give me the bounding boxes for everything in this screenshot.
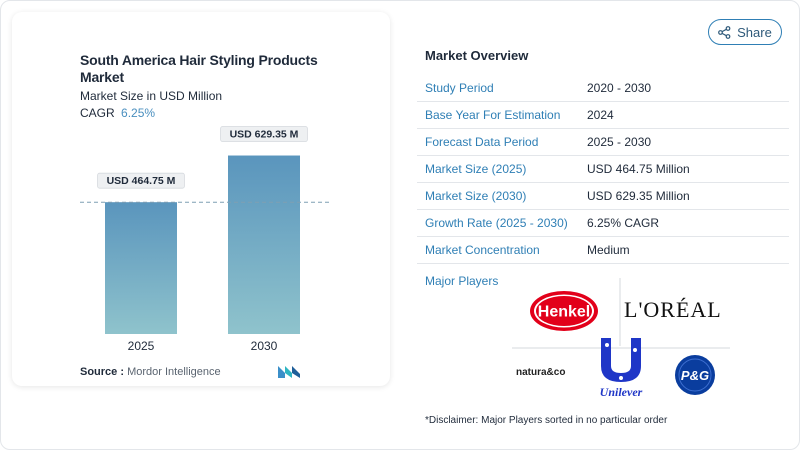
overview-row: Growth Rate (2025 - 2030) 6.25% CAGR	[417, 210, 789, 237]
natura-logo: natura&co	[516, 367, 566, 378]
row-value-forecast-period: 2025 - 2030	[587, 135, 652, 149]
chart-title: South America Hair Styling Products Mark…	[80, 52, 318, 85]
row-value-study-period: 2020 - 2030	[587, 81, 652, 95]
cagr-value: 6.25%	[121, 106, 156, 120]
mordor-logo-icon	[278, 366, 300, 378]
row-label-market-size-2030: Market Size (2030)	[425, 189, 527, 203]
bar-2025	[105, 202, 177, 334]
chart-card	[12, 12, 390, 386]
source-label: Source :	[80, 366, 125, 378]
share-label: Share	[737, 24, 772, 40]
overview-table: Study Period 2020 - 2030 Base Year For E…	[417, 75, 789, 264]
unilever-logo-text: Unilever	[600, 385, 643, 399]
henkel-logo-icon: Henkel	[530, 291, 598, 331]
overview-row: Base Year For Estimation 2024	[417, 102, 789, 129]
major-players-label: Major Players	[425, 274, 499, 288]
row-label-base-year: Base Year For Estimation	[425, 108, 561, 122]
loreal-logo: L'ORÉAL	[624, 297, 722, 322]
share-button[interactable]: Share	[708, 19, 782, 45]
cagr-label: CAGR	[80, 106, 115, 120]
overview-row: Market Size (2030) USD 629.35 Million	[417, 183, 789, 210]
x-tick-2025: 2025	[128, 339, 155, 353]
row-label-market-size-2025: Market Size (2025)	[425, 162, 527, 176]
row-value-market-size-2030: USD 629.35 Million	[587, 189, 690, 203]
overview-row: Market Concentration Medium	[417, 237, 789, 264]
overview-row: Forecast Data Period 2025 - 2030	[417, 129, 789, 156]
pg-logo-text: P&G	[681, 368, 709, 383]
x-tick-2030: 2030	[251, 339, 278, 353]
pg-logo-icon: P&G	[675, 355, 715, 395]
row-label-study-period: Study Period	[425, 81, 494, 95]
cagr-line: CAGR 6.25%	[80, 106, 155, 120]
row-value-market-concentration: Medium	[587, 243, 630, 257]
share-icon	[718, 25, 731, 39]
row-value-growth-rate: 6.25% CAGR	[587, 216, 660, 230]
unilever-logo-icon: Unilever	[600, 338, 643, 399]
svg-text:USD 629.35 M: USD 629.35 M	[230, 129, 299, 141]
row-value-base-year: 2024	[587, 108, 614, 122]
bar-chart: USD 464.75 M USD 629.35 M 2025 2030	[80, 126, 330, 353]
overview-row: Market Size (2025) USD 464.75 Million	[417, 156, 789, 183]
players-grid	[512, 278, 730, 349]
row-label-forecast-period: Forecast Data Period	[425, 135, 539, 149]
overview-row: Study Period 2020 - 2030	[417, 75, 789, 102]
overview-title: Market Overview	[425, 48, 529, 63]
disclaimer-note: *Disclaimer: Major Players sorted in no …	[425, 415, 668, 426]
row-label-market-concentration: Market Concentration	[425, 243, 540, 257]
row-label-growth-rate: Growth Rate (2025 - 2030)	[425, 216, 568, 230]
data-label-2030: USD 629.35 M	[220, 126, 308, 142]
row-value-market-size-2025: USD 464.75 Million	[587, 162, 690, 176]
source-value: Mordor Intelligence	[127, 366, 221, 378]
data-label-2025: USD 464.75 M	[97, 172, 185, 189]
bar-2030	[228, 155, 300, 334]
henkel-logo-text: Henkel	[538, 304, 590, 321]
svg-text:USD 464.75 M: USD 464.75 M	[107, 175, 176, 187]
source-note: Source : Mordor Intelligence	[80, 366, 221, 378]
chart-subtitle: Market Size in USD Million	[80, 89, 223, 103]
